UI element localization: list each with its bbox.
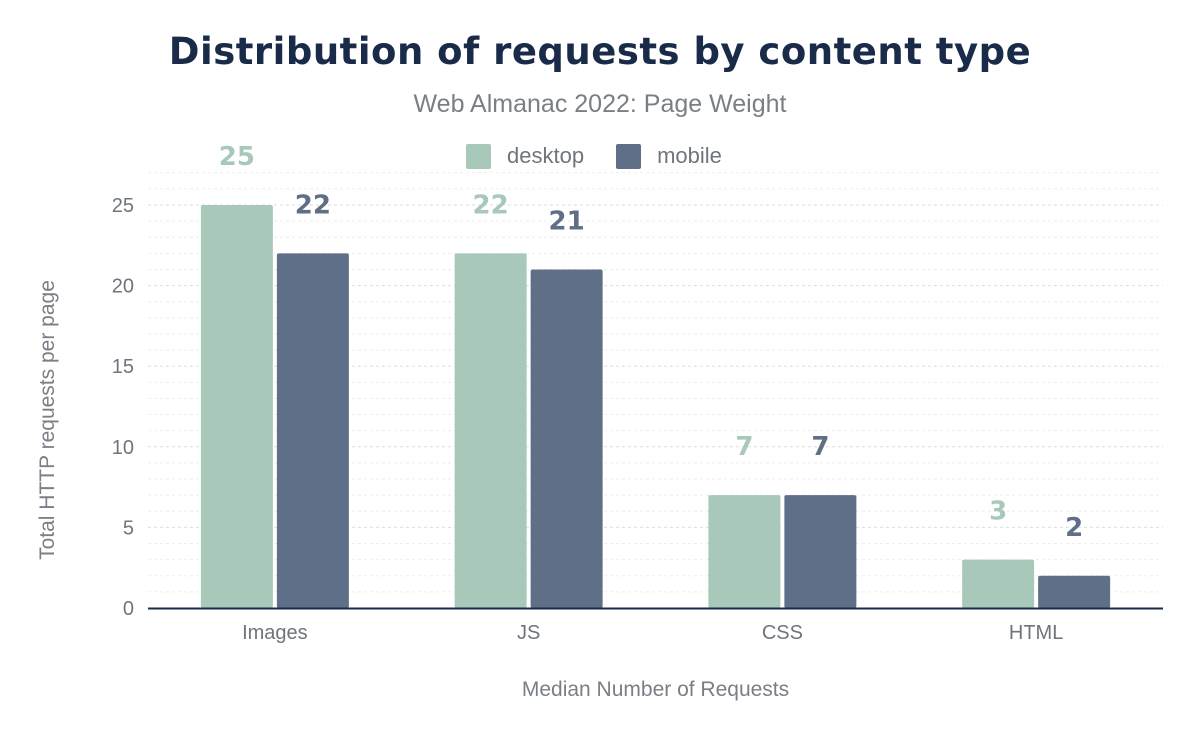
bar-desktop-images	[200, 205, 273, 608]
y-tick-label: 5	[123, 517, 134, 539]
legend: desktop mobile	[466, 143, 754, 169]
data-label-desktop-images: 25	[219, 142, 255, 172]
x-tick-label-images: Images	[242, 622, 308, 644]
legend-swatch-mobile	[616, 143, 642, 169]
data-label-desktop-html: 3	[989, 497, 1007, 527]
legend-item-mobile[interactable]: mobile	[616, 143, 722, 169]
y-tick-label: 10	[112, 437, 134, 459]
y-tick-label: 20	[112, 276, 134, 298]
data-label-mobile-js: 21	[549, 206, 585, 236]
data-label-mobile-css: 7	[811, 432, 829, 462]
x-tick-label-css: CSS	[762, 622, 803, 644]
bar-mobile-html	[1038, 575, 1111, 608]
legend-label-mobile: mobile	[657, 143, 722, 168]
x-tick-label-html: HTML	[1009, 622, 1063, 644]
y-tick-label: 25	[112, 195, 134, 217]
y-tick-label: 15	[112, 356, 134, 378]
legend-swatch-desktop	[466, 143, 491, 169]
x-tick-label-js: JS	[517, 622, 540, 644]
y-tick-label: 0	[123, 598, 134, 620]
data-label-desktop-js: 22	[473, 190, 509, 220]
labels-layer: 25 22 22 21 7 7 3 2	[219, 142, 1083, 543]
legend-label-desktop: desktop	[507, 143, 585, 168]
bar-desktop-js	[454, 253, 527, 609]
bar-desktop-css	[708, 495, 781, 608]
bar-mobile-js	[530, 269, 603, 608]
x-axis-title: Median Number of Requests	[521, 678, 790, 701]
legend-item-desktop[interactable]: desktop	[466, 143, 584, 169]
data-label-desktop-css: 7	[735, 432, 753, 462]
bar-mobile-images	[276, 253, 349, 609]
chart-title: Distribution of requests by content type	[168, 30, 1032, 73]
bar-mobile-css	[784, 495, 857, 608]
chart-subtitle: Web Almanac 2022: Page Weight	[413, 90, 787, 118]
data-label-mobile-html: 2	[1065, 513, 1083, 543]
bar-desktop-html	[962, 559, 1035, 608]
axis-layer: 0 5 10 15 20 25 Images JS CSS HTML	[112, 195, 1163, 644]
data-label-mobile-images: 22	[295, 190, 331, 220]
bars-layer	[200, 205, 1111, 609]
